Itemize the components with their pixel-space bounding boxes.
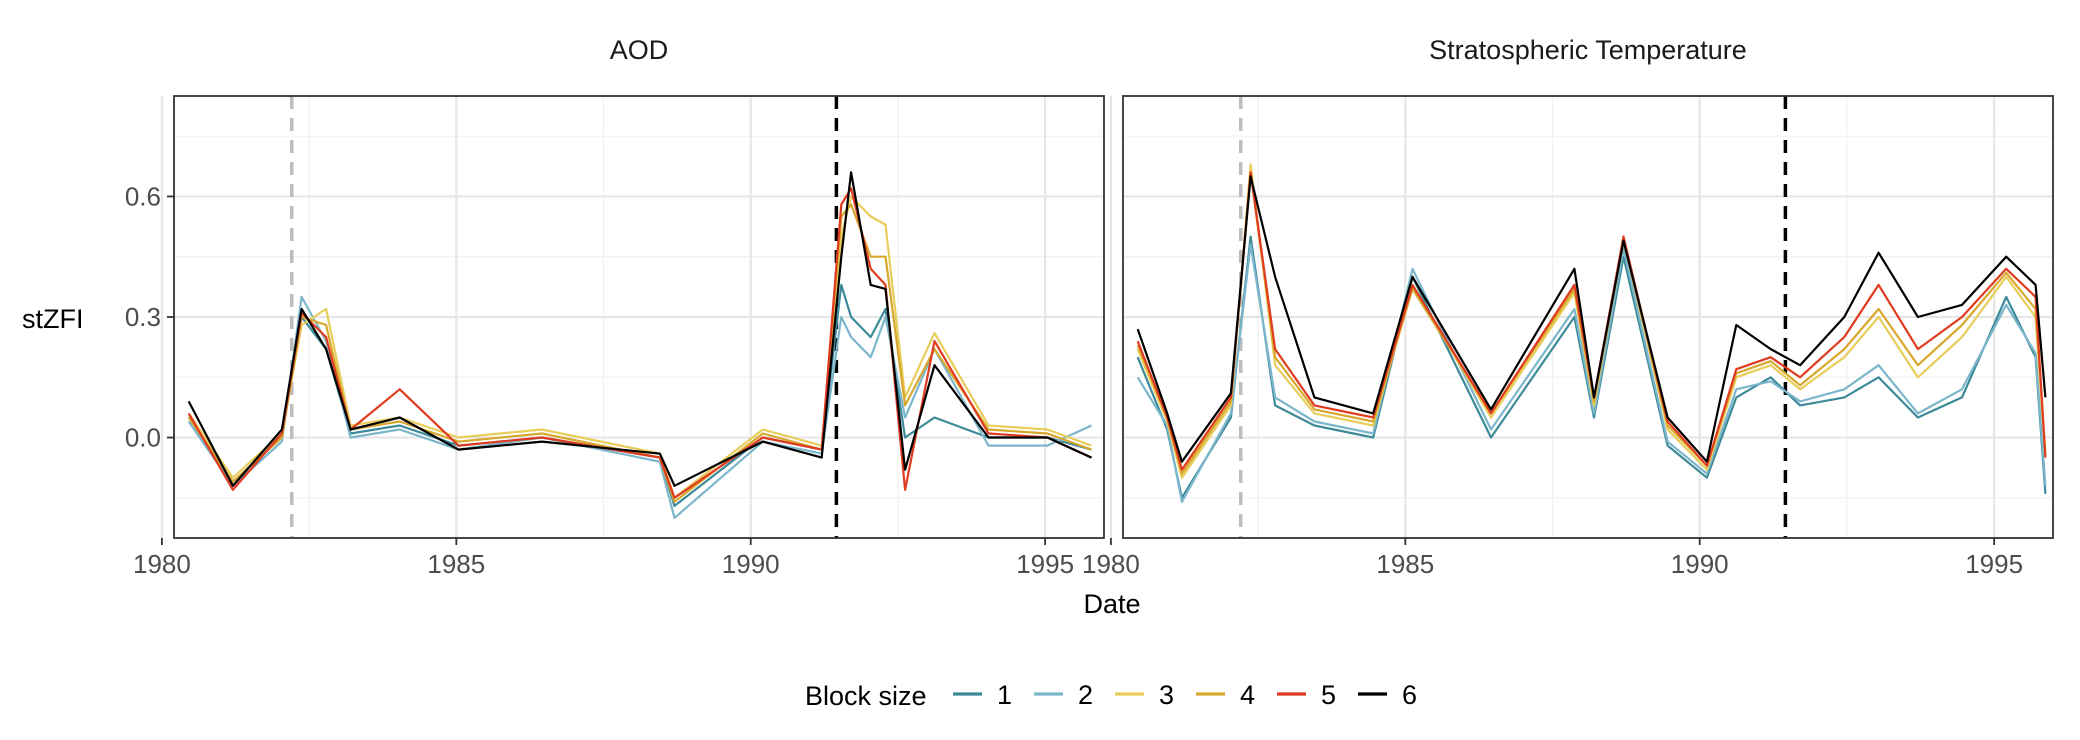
legend-label-3: 3 xyxy=(1159,680,1174,710)
legend-label-4: 4 xyxy=(1240,680,1255,710)
y-tick-label: 0.0 xyxy=(125,423,161,453)
series-line-6 xyxy=(187,171,1092,487)
legend-entries: 1 2 3 4 5 6 xyxy=(953,680,1417,710)
series-line-4 xyxy=(1136,171,2047,475)
series-line-3 xyxy=(1136,163,2047,479)
series-line-6 xyxy=(1136,175,2047,463)
legend-label-1: 1 xyxy=(997,680,1012,710)
legend-label-2: 2 xyxy=(1078,680,1093,710)
x-tick-label: 1985 xyxy=(427,549,485,579)
x-tick-label: 1995 xyxy=(1965,549,2023,579)
panel-0: AOD 1980 1985 1990 1995 0.0 0.3 0.6 xyxy=(125,35,1105,579)
series-line-5 xyxy=(1136,171,2047,471)
panel-title: Stratospheric Temperature xyxy=(1429,35,1747,65)
legend-label-6: 6 xyxy=(1402,680,1417,710)
panel-title: AOD xyxy=(610,35,669,65)
x-tick-label: 1990 xyxy=(722,549,780,579)
panel-1: Stratospheric Temperature 1980 1985 1990 199… xyxy=(1082,35,2054,579)
x-tick-label: 1980 xyxy=(133,549,191,579)
legend: Block size 1 2 3 4 5 6 xyxy=(805,680,1417,711)
y-tick-label: 0.6 xyxy=(125,181,161,211)
series-line-1 xyxy=(1136,235,2047,499)
legend-label-5: 5 xyxy=(1321,680,1336,710)
series-line-2 xyxy=(187,295,1092,520)
x-axis-title: Date xyxy=(1083,589,1140,619)
panels: AOD 1980 1985 1990 1995 0.0 0.3 0.6 Stratospheri… xyxy=(125,35,2054,579)
series-line-1 xyxy=(187,283,1092,507)
x-tick-label: 1980 xyxy=(1082,549,1140,579)
y-tick-label: 0.3 xyxy=(125,302,161,332)
x-tick-label: 1990 xyxy=(1671,549,1729,579)
panel-border xyxy=(1122,95,2054,539)
legend-title: Block size xyxy=(805,681,927,711)
x-tick-label: 1985 xyxy=(1376,549,1434,579)
series-line-2 xyxy=(1136,243,2047,503)
y-axis-title: stZFI xyxy=(22,304,84,334)
x-tick-label: 1995 xyxy=(1016,549,1074,579)
